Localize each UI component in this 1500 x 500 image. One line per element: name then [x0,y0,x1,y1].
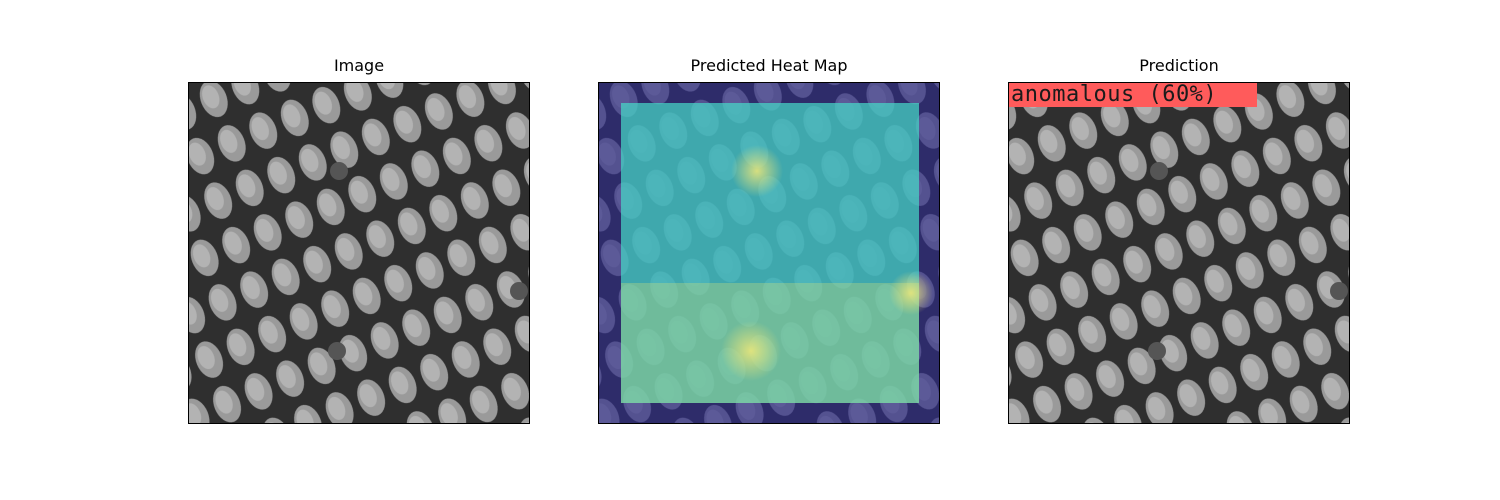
heatmap-panel [598,82,940,424]
heat-hotspot [731,145,783,197]
heatmap-overlay-image [599,83,939,423]
defect-marker [330,162,348,180]
prediction-label: anomalous (60%) [1009,83,1257,107]
mesh-texture-image [189,83,529,423]
defect-marker [1330,282,1348,300]
image-panel-title: Image [333,56,385,75]
defect-marker [1150,162,1168,180]
prediction-panel: anomalous (60%) [1008,82,1350,424]
heat-hotspot [721,321,781,381]
heatmap-panel-title: Predicted Heat Map [690,56,848,75]
original-image-panel [188,82,530,424]
defect-marker [328,342,346,360]
prediction-panel-title: Prediction [1139,56,1219,75]
heat-hotspot [889,271,933,315]
defect-marker [1148,342,1166,360]
defect-marker [510,282,528,300]
prediction-image [1009,83,1349,423]
